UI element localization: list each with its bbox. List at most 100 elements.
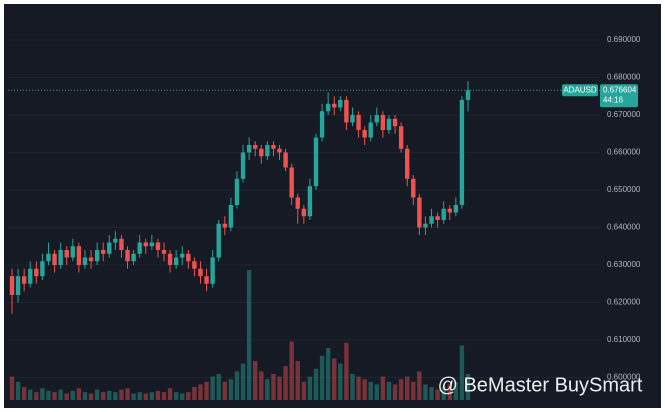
volume-bar [234, 371, 240, 400]
candle-body [423, 223, 428, 228]
candle-body [332, 103, 337, 108]
candle-body [380, 115, 386, 130]
candle-body [313, 137, 319, 187]
y-tick-label: 0.660000 [607, 148, 641, 157]
watermark: @ BeMaster BuySmart [438, 374, 643, 396]
candle-body [228, 205, 234, 228]
candle-body [186, 253, 191, 262]
candle-body [465, 90, 471, 100]
candle-body [82, 257, 88, 265]
volume-bar [15, 381, 21, 400]
volume-bar [283, 366, 288, 400]
candle-body [325, 103, 331, 112]
candle-body [240, 152, 246, 179]
volume-bar [52, 392, 57, 400]
candle-body [58, 250, 63, 265]
volume-bar [344, 342, 349, 400]
y-tick-label: 0.600000 [607, 373, 641, 382]
volume-bar [368, 381, 373, 400]
candle-body [411, 178, 416, 198]
volume-bar [88, 393, 94, 400]
candle-body [459, 100, 465, 205]
volume-bar [429, 387, 434, 400]
candle-body [246, 145, 252, 153]
volume-bar [253, 361, 258, 400]
volume-bar [82, 392, 88, 400]
volume-bar [380, 376, 386, 400]
candle-body [289, 167, 294, 198]
candle-body [101, 250, 106, 254]
volume-bar [271, 374, 276, 400]
candle-body [453, 205, 459, 213]
candle-body [234, 178, 240, 205]
candle-body [429, 216, 434, 224]
volume-bar [338, 363, 343, 400]
candle-body [253, 145, 258, 149]
volume-bar [210, 376, 215, 400]
volume-bar [447, 384, 452, 400]
y-tick-label: 0.680000 [607, 73, 641, 82]
volume-bar [362, 379, 367, 400]
volume-bar [392, 384, 398, 400]
candle-body [398, 126, 404, 149]
candle-body [405, 148, 410, 179]
candle-body [222, 223, 227, 228]
candle-body [149, 242, 155, 247]
volume-bar [265, 379, 270, 400]
volume-bar [125, 388, 130, 400]
volume-bar [398, 379, 404, 400]
candle-body [374, 115, 379, 123]
candle-body [113, 238, 118, 243]
volume-bar [332, 358, 337, 400]
volume-bar [155, 390, 161, 400]
candle-body [198, 268, 203, 277]
candle-body [368, 122, 373, 138]
candle-body [417, 197, 422, 228]
volume-bar [173, 392, 179, 400]
candle-body [447, 208, 452, 213]
candle-body [15, 276, 21, 295]
volume-bar [301, 381, 307, 400]
candle-body [131, 253, 136, 262]
volume-bar [222, 381, 227, 400]
volume-bar [386, 381, 392, 400]
candle-body [70, 246, 75, 258]
volume-bar [28, 389, 33, 400]
volume-bar [313, 368, 319, 400]
volume-bar [94, 389, 100, 400]
volume-bar [46, 390, 51, 400]
volume-bar [192, 387, 197, 400]
y-tick-label: 0.620000 [607, 298, 641, 307]
volume-bar [246, 270, 252, 400]
candle-body [143, 242, 148, 247]
candle-body [362, 130, 367, 138]
candle-body [392, 118, 398, 127]
candle-body [283, 152, 288, 168]
candle-body [28, 268, 33, 284]
volume-bar [240, 363, 246, 400]
volume-bar [167, 388, 173, 400]
candle-body [277, 148, 282, 153]
candle-body [173, 257, 179, 265]
volume-bar [417, 371, 422, 400]
candle-body [441, 208, 446, 220]
volume-bar [101, 392, 106, 400]
candle-body [137, 242, 142, 254]
candle-body [216, 223, 221, 258]
candle-body [34, 268, 39, 277]
candle-body [64, 250, 69, 258]
y-tick-label: 0.690000 [607, 35, 641, 44]
volume-bar [143, 393, 148, 400]
volume-bar [277, 376, 282, 400]
volume-bar [131, 393, 136, 400]
volume-bar [356, 376, 361, 400]
candle-body [192, 261, 197, 269]
volume-bar [76, 388, 82, 400]
candle-body [52, 253, 57, 265]
chart-background [4, 4, 661, 408]
candle-body [338, 100, 343, 108]
candle-body [210, 257, 215, 284]
candle-body [344, 100, 349, 123]
